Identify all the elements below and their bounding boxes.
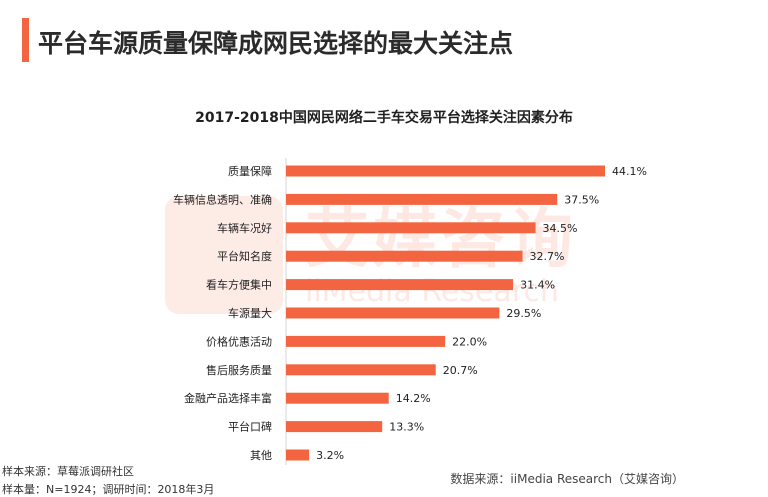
data-source-note: 数据来源：iiMedia Research（艾媒咨询）: [450, 472, 684, 486]
bar-value-label: 31.4%: [520, 279, 555, 292]
bar: [286, 165, 605, 177]
category-label: 其他: [250, 449, 272, 462]
bar-value-label: 34.5%: [543, 222, 578, 235]
bar: [286, 335, 446, 347]
chart-title: 2017-2018中国网民网络二手车交易平台选择关注因素分布: [195, 110, 573, 126]
bar: [286, 421, 383, 433]
bar: [286, 193, 558, 205]
bar: [286, 449, 310, 461]
bar: [286, 279, 514, 291]
category-label: 看车方便集中: [206, 278, 272, 292]
page-title: 平台车源质量保障成网民选择的最大关注点: [38, 29, 514, 58]
bar: [286, 222, 536, 234]
bar-value-label: 44.1%: [612, 165, 647, 178]
bar-value-label: 13.3%: [389, 421, 424, 434]
category-label: 价格优惠活动: [206, 334, 272, 348]
category-label: 车辆车况好: [217, 221, 272, 235]
sample-size-note: 样本量：N=1924；调研时间：2018年3月: [2, 483, 215, 496]
category-label: 车源量大: [228, 306, 272, 320]
title-accent-bar: [22, 18, 29, 62]
category-label: 质量保障: [228, 164, 272, 178]
bar-value-label: 22.0%: [452, 335, 487, 348]
bar: [286, 364, 436, 376]
sample-source-note: 样本来源：草莓派调研社区: [2, 465, 134, 478]
bar-value-label: 14.2%: [396, 392, 431, 405]
category-label: 售后服务质量: [206, 363, 272, 377]
bar-value-label: 29.5%: [506, 307, 541, 320]
bar-value-label: 3.2%: [316, 449, 344, 462]
bar: [286, 392, 389, 404]
bar-value-label: 37.5%: [564, 193, 599, 206]
category-label: 平台知名度: [217, 249, 272, 263]
bar: [286, 307, 500, 319]
category-label: 金融产品选择丰富: [184, 391, 272, 405]
bar-value-label: 32.7%: [530, 250, 565, 263]
category-label: 车辆信息透明、准确: [173, 192, 272, 206]
bar-value-label: 20.7%: [443, 364, 478, 377]
category-label: 平台口碑: [228, 420, 272, 434]
bar: [286, 250, 523, 262]
